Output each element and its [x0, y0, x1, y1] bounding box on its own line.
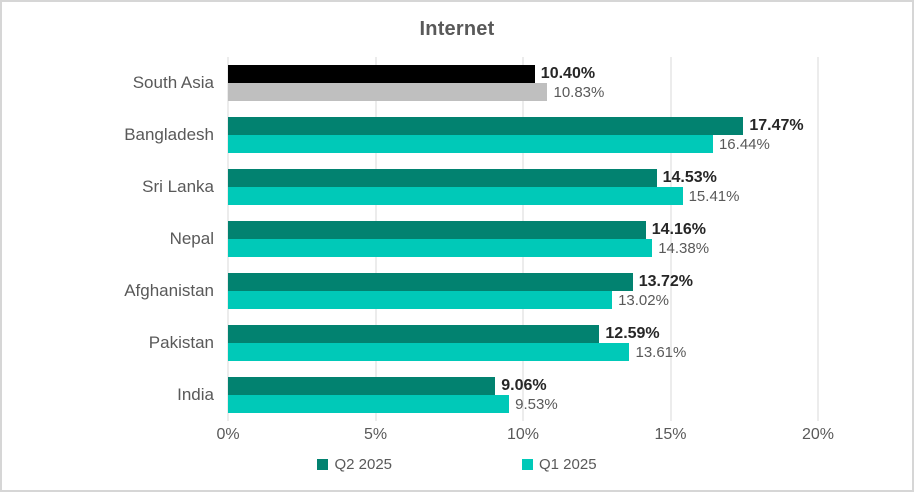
legend-swatch-q1-2025 [522, 459, 533, 470]
bar-value-label-q2-2025-india: 9.06% [501, 377, 547, 394]
bar-line-q2-2025-nepal: 14.16% [228, 221, 888, 239]
bar-q1-2025-bangladesh [228, 135, 713, 153]
bar-q2-2025-nepal [228, 221, 646, 239]
bar-value-label-q2-2025-pakistan: 12.59% [605, 325, 660, 342]
bar-group-india: India 9.06% 9.53% [2, 369, 912, 421]
bar-q2-2025-south-asia [228, 65, 535, 83]
bar-line-q1-2025-sri-lanka: 15.41% [228, 187, 888, 205]
bar-q2-2025-afghanistan [228, 273, 633, 291]
bar-value-label-q1-2025-south-asia: 10.83% [553, 83, 605, 101]
bar-group-nepal: Nepal 14.16% 14.38% [2, 213, 912, 265]
bar-q1-2025-pakistan [228, 343, 630, 361]
bar-line-q1-2025-nepal: 14.38% [228, 239, 888, 257]
x-tick-label-10-: 10% [506, 426, 540, 443]
bar-line-q2-2025-pakistan: 12.59% [228, 325, 888, 343]
category-label-sri-lanka: Sri Lanka [142, 177, 214, 196]
bars-sri-lanka: 14.53% 15.41% [228, 169, 888, 205]
bar-group-south-asia: South Asia 10.40% 10.83% [2, 57, 912, 109]
bar-value-label-q2-2025-bangladesh: 17.47% [749, 117, 804, 134]
bars-south-asia: 10.40% 10.83% [228, 65, 888, 101]
category-label-pakistan: Pakistan [148, 333, 214, 352]
bars-pakistan: 12.59% 13.61% [228, 325, 888, 361]
bar-line-q2-2025-south-asia: 10.40% [228, 65, 888, 83]
plot-area: South Asia 10.40% 10.83% Bangladesh 17.47% 16… [2, 57, 912, 421]
legend-swatch-q2-2025 [317, 459, 329, 470]
bar-q1-2025-sri-lanka [228, 187, 683, 205]
bars-bangladesh: 17.47% 16.44% [228, 117, 888, 153]
bar-line-q1-2025-pakistan: 13.61% [228, 343, 888, 361]
legend-label-q2-2025: Q2 2025 [334, 456, 392, 473]
category-label-south-asia: South Asia [132, 73, 214, 92]
bar-group-bangladesh: Bangladesh 17.47% 16.44% [2, 109, 912, 161]
x-axis: 0% 5% 10% 15% 20% [216, 421, 834, 449]
x-tick-label-20-: 20% [801, 426, 835, 443]
x-tick-label-5-: 5% [363, 426, 388, 443]
bar-group-pakistan: Pakistan 12.59% 13.61% [2, 317, 912, 369]
bar-q1-2025-south-asia [228, 83, 548, 101]
bar-line-q1-2025-india: 9.53% [228, 395, 888, 413]
bar-q2-2025-pakistan [228, 325, 600, 343]
bar-value-label-q2-2025-afghanistan: 13.72% [638, 273, 693, 290]
bar-line-q1-2025-bangladesh: 16.44% [228, 135, 888, 153]
legend: Q2 2025 Q1 2025 [2, 456, 912, 473]
category-label-nepal: Nepal [169, 229, 214, 248]
bars-afghanistan: 13.72% 13.02% [228, 273, 888, 309]
bar-value-label-q2-2025-nepal: 14.16% [651, 221, 706, 238]
plot-rows: South Asia 10.40% 10.83% Bangladesh 17.47% 16… [2, 57, 912, 421]
bar-value-label-q1-2025-nepal: 14.38% [658, 239, 710, 257]
bar-q1-2025-nepal [228, 239, 653, 257]
bars-india: 9.06% 9.53% [228, 377, 888, 413]
bar-line-q2-2025-sri-lanka: 14.53% [228, 169, 888, 187]
category-label-bangladesh: Bangladesh [124, 125, 214, 144]
bar-line-q1-2025-afghanistan: 13.02% [228, 291, 888, 309]
bar-line-q2-2025-india: 9.06% [228, 377, 888, 395]
chart-title: Internet [419, 18, 495, 40]
category-label-afghanistan: Afghanistan [124, 281, 214, 300]
gridline-15- [670, 57, 671, 421]
legend-label-q1-2025: Q1 2025 [539, 456, 597, 473]
bar-group-sri-lanka: Sri Lanka 14.53% 15.41% [2, 161, 912, 213]
gridline-20- [817, 57, 819, 421]
bar-value-label-q2-2025-sri-lanka: 14.53% [662, 169, 717, 186]
bar-line-q2-2025-afghanistan: 13.72% [228, 273, 888, 291]
bar-value-label-q1-2025-bangladesh: 16.44% [718, 135, 770, 153]
bar-value-label-q1-2025-afghanistan: 13.02% [618, 291, 669, 309]
x-tick-label-15-: 15% [654, 426, 687, 443]
bar-value-label-q1-2025-pakistan: 13.61% [635, 343, 687, 361]
bar-q1-2025-afghanistan [228, 291, 613, 309]
bar-q2-2025-bangladesh [228, 117, 744, 135]
bar-value-label-q1-2025-india: 9.53% [515, 395, 558, 413]
legend-item-q2-2025: Q2 2025 [317, 456, 392, 473]
legend-item-q1-2025: Q1 2025 [522, 456, 597, 473]
bar-q2-2025-india [228, 377, 496, 395]
bar-value-label-q2-2025-south-asia: 10.40% [540, 65, 596, 82]
bar-q1-2025-india [228, 395, 510, 413]
bars-nepal: 14.16% 14.38% [228, 221, 888, 257]
x-tick-label-0-: 0% [216, 426, 240, 443]
bar-value-label-q1-2025-sri-lanka: 15.41% [688, 187, 740, 205]
category-label-india: India [177, 385, 214, 404]
bar-q2-2025-sri-lanka [228, 169, 657, 187]
bar-group-afghanistan: Afghanistan 13.72% 13.02% [2, 265, 912, 317]
bar-line-q2-2025-bangladesh: 17.47% [228, 117, 888, 135]
bar-line-q1-2025-south-asia: 10.83% [228, 83, 888, 101]
